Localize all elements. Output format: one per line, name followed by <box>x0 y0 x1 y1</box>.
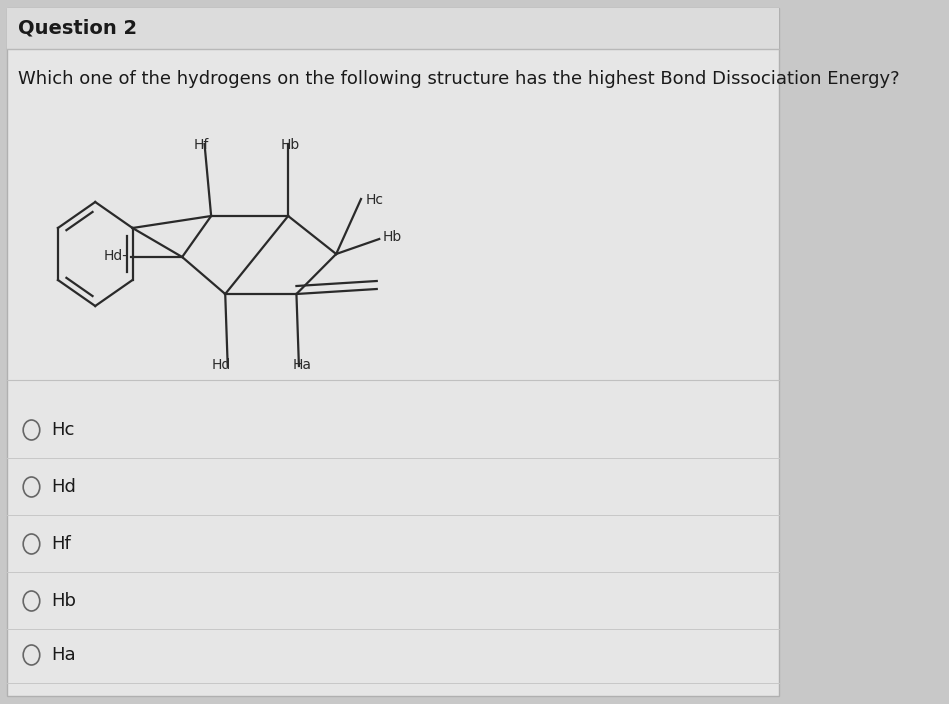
Text: Hf: Hf <box>194 138 209 152</box>
Text: Which one of the hydrogens on the following structure has the highest Bond Disso: Which one of the hydrogens on the follow… <box>18 70 900 88</box>
Text: Hf: Hf <box>51 535 71 553</box>
Text: Hb: Hb <box>382 230 401 244</box>
Text: Ha: Ha <box>51 646 76 664</box>
FancyBboxPatch shape <box>7 8 779 49</box>
Text: Hd: Hd <box>51 478 76 496</box>
Text: Hc: Hc <box>365 193 383 207</box>
FancyBboxPatch shape <box>7 8 779 696</box>
Text: Hd-: Hd- <box>103 249 127 263</box>
Text: Hb: Hb <box>51 592 76 610</box>
Text: Ha: Ha <box>292 358 311 372</box>
Text: Question 2: Question 2 <box>18 18 138 37</box>
Text: Hd: Hd <box>212 358 231 372</box>
Text: Hb: Hb <box>280 138 300 152</box>
Text: Hc: Hc <box>51 421 75 439</box>
